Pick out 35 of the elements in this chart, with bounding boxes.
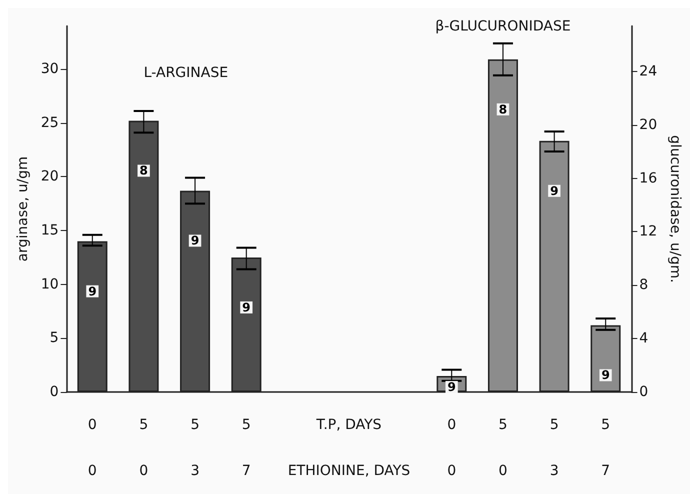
y-tick-label: 15 <box>40 222 59 239</box>
y2-tick-label: 16 <box>639 170 658 186</box>
category-label: 5 7 <box>601 417 610 479</box>
category-label: 0 0 <box>447 417 456 479</box>
y-tick-label: 20 <box>40 168 59 185</box>
y-tick-label: 0 <box>50 384 59 400</box>
y2-tick-label: 12 <box>639 224 658 240</box>
y-axis-title: arginase, u/gm <box>15 156 31 262</box>
y2-tick-label: 20 <box>639 116 658 133</box>
category-label: 5 7 <box>242 417 251 479</box>
annotation: 9 <box>88 284 97 298</box>
category-label: 5 0 <box>498 417 508 479</box>
annotation: 9 <box>447 380 456 394</box>
y2-tick-label: 24 <box>639 63 658 80</box>
category-label: 5 0 <box>139 417 148 479</box>
y2-tick-label: 8 <box>639 277 648 294</box>
annotation: 9 <box>550 184 558 198</box>
category-label: 5 3 <box>550 417 559 479</box>
y2-tick-label: 4 <box>639 330 648 347</box>
y2-tick-label: 0 <box>639 384 648 400</box>
y2-axis-title: glucuronidase, u/gm. <box>667 135 683 283</box>
annotation: 9 <box>601 368 610 382</box>
y-tick-label: 30 <box>40 61 59 78</box>
y-tick-label: 5 <box>50 330 59 346</box>
text: β-GLUCURONIDASE <box>435 18 571 34</box>
category-label: T.P, DAYS ETHIONINE, DAYS <box>288 417 410 479</box>
text: L-ARGINASE <box>144 65 228 82</box>
annotation: 9 <box>190 234 200 248</box>
annotation: 8 <box>140 164 148 178</box>
y-tick-label: 25 <box>40 114 59 131</box>
y-tick-label: 10 <box>40 276 59 292</box>
annotation: 8 <box>498 102 508 116</box>
category-label: 0 0 <box>88 417 97 479</box>
annotation: 9 <box>242 300 251 314</box>
category-label: 5 3 <box>190 417 200 479</box>
